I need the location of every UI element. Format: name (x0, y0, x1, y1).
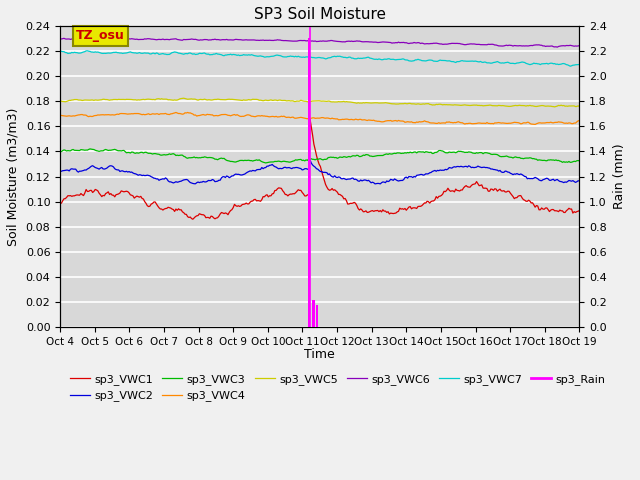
sp3_VWC7 (433, 59, 440, 64)
sp3_VWC3 (227, 158, 234, 164)
Line: sp3_VWC1: sp3_VWC1 (60, 119, 579, 219)
Line: sp3_VWC7: sp3_VWC7 (60, 51, 579, 66)
sp3_VWC4 (263, 113, 271, 119)
sp3_VWC3 (120, 147, 128, 153)
sp3_VWC3 (385, 151, 393, 156)
sp3_VWC7 (84, 48, 92, 54)
Title: SP3 Soil Moisture: SP3 Soil Moisture (253, 7, 386, 22)
Line: sp3_VWC6: sp3_VWC6 (60, 38, 579, 47)
sp3_VWC2 (436, 167, 444, 173)
sp3_VWC6 (384, 39, 392, 45)
sp3_VWC3 (436, 148, 444, 154)
sp3_VWC5 (119, 96, 127, 102)
sp3_VWC6 (60, 36, 68, 41)
Line: sp3_VWC3: sp3_VWC3 (60, 149, 579, 163)
sp3_VWC4 (531, 121, 539, 127)
sp3_VWC1 (227, 208, 234, 214)
sp3_VWC6 (263, 37, 271, 43)
X-axis label: Time: Time (305, 348, 335, 361)
sp3_VWC6 (56, 36, 64, 41)
sp3_VWC6 (433, 40, 440, 46)
sp3_VWC7 (384, 56, 392, 61)
sp3_VWC1 (189, 216, 196, 222)
sp3_VWC2 (434, 168, 442, 173)
sp3_VWC1 (306, 116, 314, 121)
sp3_VWC5 (575, 104, 583, 109)
sp3_VWC2 (306, 157, 314, 163)
Bar (308, 38, 310, 327)
Y-axis label: Soil Moisture (m3/m3): Soil Moisture (m3/m3) (7, 108, 20, 246)
sp3_VWC6 (227, 37, 234, 43)
sp3_VWC4 (575, 118, 583, 123)
sp3_VWC3 (434, 149, 442, 155)
sp3_VWC7 (56, 48, 64, 54)
sp3_VWC5 (433, 101, 440, 107)
sp3_VWC5 (384, 100, 392, 106)
sp3_VWC4 (384, 118, 392, 123)
sp3_VWC5 (263, 97, 271, 103)
sp3_VWC2 (262, 165, 269, 170)
sp3_VWC2 (225, 175, 233, 180)
Bar (312, 300, 314, 327)
sp3_VWC2 (56, 168, 64, 174)
Legend: sp3_VWC1, sp3_VWC2, sp3_VWC3, sp3_VWC4, sp3_VWC5, sp3_VWC6, sp3_VWC7, sp3_Rain: sp3_VWC1, sp3_VWC2, sp3_VWC3, sp3_VWC4, … (66, 370, 610, 406)
sp3_VWC4 (433, 120, 440, 126)
sp3_VWC2 (575, 178, 583, 184)
sp3_VWC3 (56, 149, 64, 155)
sp3_VWC1 (434, 195, 442, 201)
sp3_VWC1 (119, 189, 127, 194)
sp3_VWC3 (264, 159, 272, 165)
sp3_VWC4 (119, 111, 127, 117)
sp3_VWC4 (227, 113, 234, 119)
sp3_VWC5 (435, 101, 443, 107)
sp3_VWC4 (56, 112, 64, 118)
sp3_VWC5 (227, 96, 234, 102)
sp3_VWC1 (436, 193, 444, 199)
sp3_VWC6 (435, 41, 443, 47)
sp3_VWC5 (551, 104, 559, 110)
sp3_VWC1 (385, 211, 393, 217)
sp3_VWC5 (56, 97, 64, 103)
sp3_VWC5 (180, 96, 188, 101)
sp3_VWC1 (575, 208, 583, 214)
sp3_VWC6 (575, 43, 583, 48)
Line: sp3_VWC5: sp3_VWC5 (60, 98, 579, 107)
sp3_VWC3 (575, 158, 583, 164)
sp3_VWC7 (566, 63, 574, 69)
sp3_VWC2 (371, 181, 379, 187)
sp3_VWC4 (184, 109, 191, 115)
sp3_VWC6 (554, 44, 561, 50)
sp3_VWC2 (385, 178, 393, 184)
sp3_VWC7 (227, 51, 234, 57)
sp3_VWC1 (263, 192, 271, 198)
sp3_VWC3 (86, 146, 94, 152)
sp3_VWC2 (119, 168, 127, 174)
sp3_VWC1 (56, 200, 64, 206)
sp3_VWC3 (262, 160, 269, 166)
Y-axis label: Rain (mm): Rain (mm) (612, 144, 625, 209)
sp3_VWC7 (575, 61, 583, 67)
Line: sp3_VWC2: sp3_VWC2 (60, 160, 579, 184)
sp3_VWC7 (263, 54, 271, 60)
Bar (316, 304, 318, 327)
sp3_VWC7 (435, 58, 443, 63)
sp3_VWC7 (120, 50, 128, 56)
Text: TZ_osu: TZ_osu (76, 29, 124, 42)
Line: sp3_VWC4: sp3_VWC4 (60, 112, 579, 124)
sp3_VWC4 (435, 120, 443, 126)
sp3_VWC6 (120, 36, 128, 42)
